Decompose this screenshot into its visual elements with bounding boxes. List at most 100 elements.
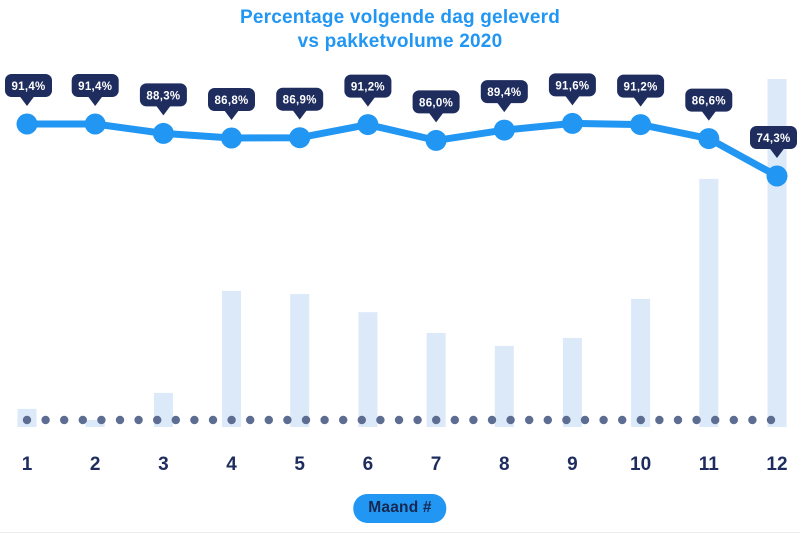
callout-value: 91,4% (11, 81, 45, 93)
callout-bubble (344, 74, 392, 98)
x-tick-label-8: 8 (499, 454, 510, 475)
baseline-dot (339, 415, 348, 425)
data-point-month-9 (561, 112, 583, 134)
callout-value: 74,3% (756, 133, 790, 145)
x-tick-label-12: 12 (766, 454, 787, 475)
callout-bubble (208, 88, 255, 111)
callout-bubble (276, 87, 324, 111)
x-tick-label-7: 7 (431, 454, 442, 475)
x-tick-labels: 1 2 3 4 5 6 7 8 9 10 11 12 (22, 454, 788, 475)
x-tick-label-2: 2 (90, 454, 101, 475)
trend-line (23, 119, 781, 180)
x-tick-label-4: 4 (226, 454, 237, 475)
baseline-dot (22, 415, 32, 425)
baseline-dot (766, 415, 776, 425)
baseline-dot (320, 415, 329, 425)
callout-pointer (564, 95, 580, 106)
baseline-dot (655, 415, 664, 425)
callout-bubble (139, 83, 187, 107)
baseline-dot (692, 415, 701, 425)
x-tick-label-10: 10 (630, 454, 651, 475)
baseline-dot (711, 415, 720, 425)
data-point-month-7 (425, 129, 447, 151)
data-point-month-2 (84, 113, 106, 135)
callout-bubble (480, 80, 528, 104)
callout-month-4: 86,8% (208, 88, 255, 120)
callout-month-5: 86,9% (276, 87, 324, 120)
data-point-month-8 (493, 119, 515, 141)
baseline-dot (525, 415, 534, 425)
baseline-dot (59, 415, 69, 425)
baseline-dot (78, 415, 88, 425)
volume-bar-month-11 (699, 178, 719, 427)
baseline-dot (357, 415, 366, 425)
volume-bar-month-8 (494, 345, 514, 427)
baseline-dot (208, 415, 218, 425)
callout-month-1: 91,4% (5, 74, 52, 106)
baseline-dot (618, 415, 627, 425)
baseline-dot (506, 415, 515, 425)
callout-month-2: 91,4% (71, 74, 119, 106)
x-tick-label-6: 6 (363, 454, 374, 475)
callout-bubble (685, 88, 733, 112)
volume-bar-month-7 (426, 333, 446, 427)
callout-month-11: 86,6% (685, 88, 733, 121)
data-point-month-10 (630, 114, 652, 136)
x-axis-title-badge: Maand # (353, 494, 447, 523)
baseline-dot (673, 415, 683, 425)
callout-value: 91,4% (78, 81, 112, 93)
data-point-month-5 (289, 127, 311, 149)
volume-bar-month-9 (562, 337, 582, 427)
baseline-dot (636, 415, 645, 425)
callout-pointer (769, 147, 785, 158)
volume-bar-month-4 (222, 290, 241, 427)
callout-month-12: 74,3% (750, 126, 797, 158)
baseline-dot (394, 415, 404, 425)
value-callouts: 91,4% 91,4% 88,3% 86,8% 86,9% 91,2% 86,0% 89,4%… (5, 73, 797, 158)
data-point-month-3 (152, 122, 174, 144)
baseline-dot (376, 415, 385, 425)
callout-pointer (19, 96, 35, 106)
callout-pointer (428, 112, 444, 123)
baseline-dot (432, 415, 441, 425)
callout-month-3: 88,3% (139, 83, 187, 116)
callout-pointer (701, 110, 717, 121)
callout-value: 91,2% (624, 82, 658, 94)
callout-bubble (71, 74, 119, 97)
volume-bar-month-5 (290, 294, 310, 427)
callout-month-9: 91,6% (548, 73, 596, 106)
baseline-dot (413, 415, 422, 425)
baseline-dot (171, 415, 180, 425)
x-tick-label-9: 9 (567, 454, 578, 475)
baseline-dot (153, 415, 162, 425)
callout-value: 86,9% (283, 95, 317, 107)
baseline-dot (469, 415, 478, 425)
baseline-dot (115, 415, 125, 425)
data-points (16, 112, 788, 187)
chart-title-line-1: Percentage volgende dag geleverd (239, 7, 560, 28)
callout-value: 88,3% (146, 90, 180, 102)
callout-pointer (360, 96, 376, 107)
x-tick-label-3: 3 (158, 454, 169, 475)
callout-pointer (496, 102, 512, 113)
callout-value: 86,0% (419, 97, 453, 109)
callout-pointer (155, 105, 171, 116)
volume-bar-month-6 (358, 312, 378, 427)
baseline-dot (190, 415, 199, 425)
data-point-month-4 (221, 127, 242, 149)
x-tick-label-11: 11 (699, 454, 720, 475)
chart-title-line-2: vs pakketvolume 2020 (297, 31, 503, 52)
volume-bar-month-2 (85, 420, 105, 427)
baseline-dot (580, 415, 590, 425)
data-point-month-11 (698, 128, 720, 150)
baseline-dot (729, 415, 738, 425)
x-tick-label-1: 1 (22, 454, 33, 475)
baseline-dot (301, 415, 311, 425)
baseline-dot (487, 415, 497, 425)
callout-bubble (617, 74, 665, 98)
callout-value: 86,6% (692, 96, 726, 108)
callout-pointer (633, 96, 649, 107)
baseline-dot (134, 415, 143, 425)
callout-month-7: 86,0% (412, 90, 460, 123)
